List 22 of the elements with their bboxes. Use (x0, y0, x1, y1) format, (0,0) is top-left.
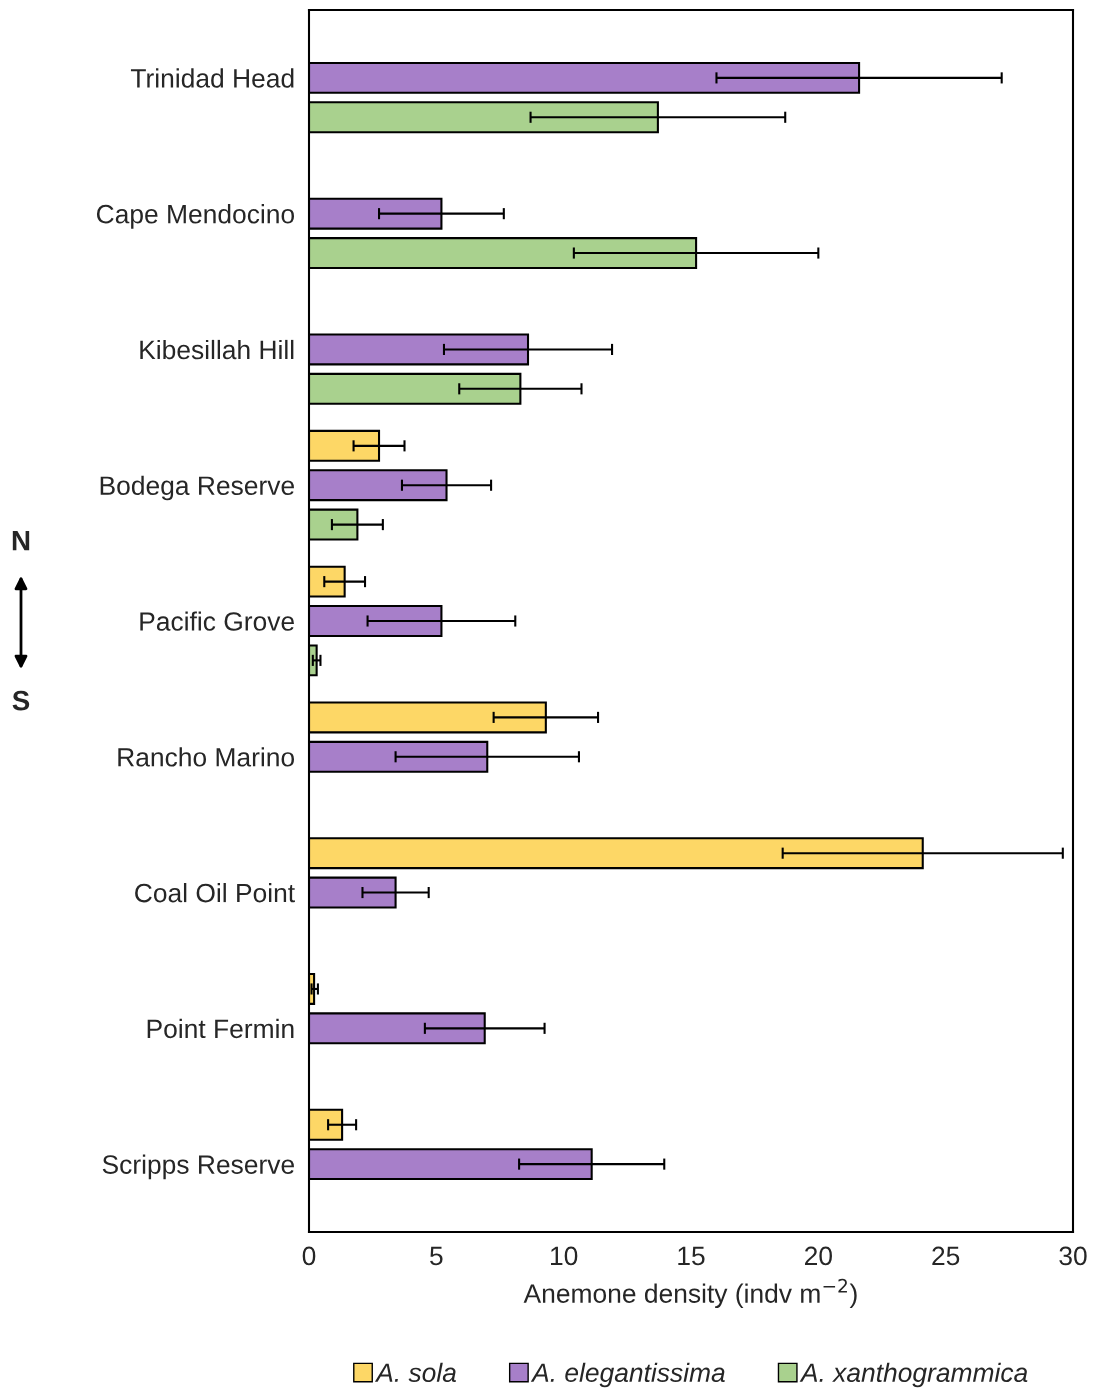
y-tick-label: Bodega Reserve (100, 475, 294, 501)
y-tick-label: Cape Mendocino (96, 204, 295, 229)
y-tick-label: Trinidad Head (130, 68, 294, 88)
x-tick-label: 20 (804, 1246, 832, 1266)
x-tick-label: 25 (932, 1246, 960, 1266)
y-tick-label: Coal Oil Point (135, 882, 295, 903)
y-tick-label: Rancho Marino (118, 747, 295, 767)
y-tick-label: Kibesillah Hill (140, 339, 294, 360)
x-tick-label: 30 (1059, 1246, 1087, 1266)
x-tick-label: 10 (551, 1246, 578, 1266)
legend-label: A. xanthogrammica (799, 1362, 1028, 1388)
y-tick-label: Pacific Grove (140, 611, 294, 631)
y-tick-label: Point Fermin (147, 1018, 294, 1039)
legend-label: A. elegantissima (530, 1362, 725, 1388)
x-tick-label: 0 (302, 1246, 316, 1266)
x-tick-label: 5 (430, 1246, 443, 1266)
x-tick-label: 15 (678, 1246, 705, 1266)
text: S (12, 690, 30, 711)
x-axis-title: Anemone density (indv m$^{−2}$) (523, 1278, 857, 1309)
y-tick-label: Scripps Reserve (102, 1154, 294, 1180)
legend-label: A. sola (374, 1362, 456, 1383)
text: N (12, 531, 30, 551)
